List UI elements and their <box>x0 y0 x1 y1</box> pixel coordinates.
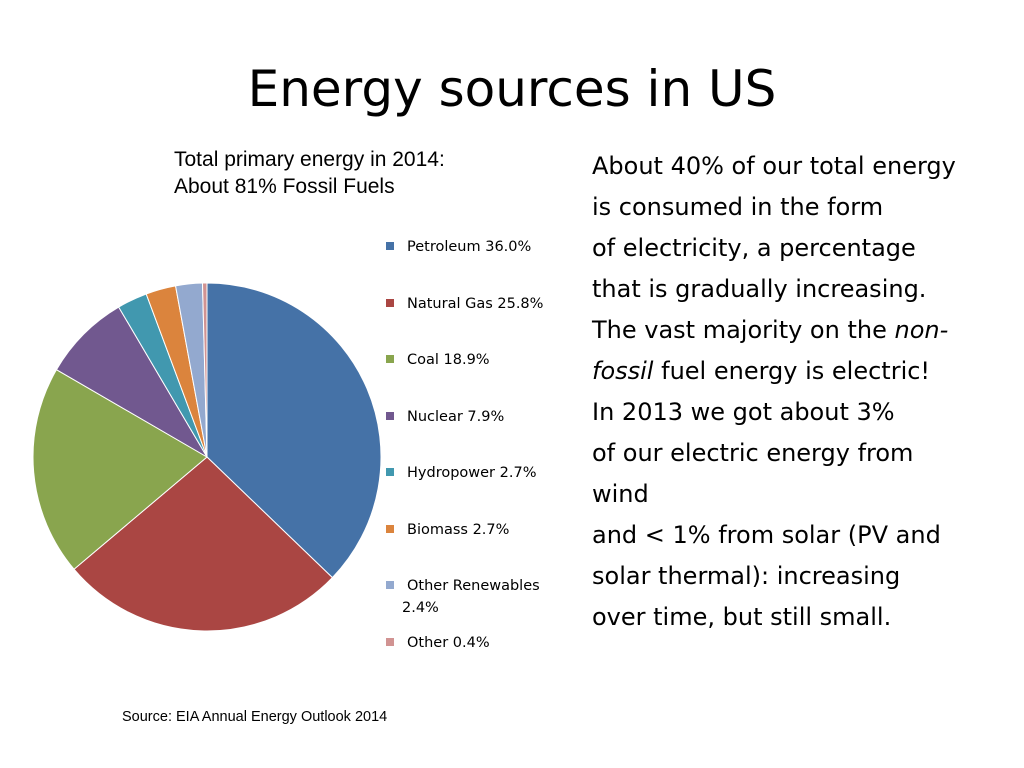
slide-title: Energy sources in US <box>247 60 777 118</box>
body-emphasis: non- <box>894 316 949 344</box>
body-line: that is gradually increasing. <box>592 275 927 303</box>
body-line: of electricity, a percentage <box>592 234 916 262</box>
legend-swatch-natural-gas <box>386 299 394 307</box>
body-line: fossil fuel energy is electric! <box>592 351 1017 392</box>
legend-swatch-other <box>386 638 394 646</box>
chart-subtitle: Total primary energy in 2014: About 81% … <box>174 146 445 200</box>
legend-item-petroleum: Petroleum 36.0% <box>386 236 576 258</box>
body-line: The vast majority on the non- <box>592 310 1017 351</box>
chart-subtitle-line-2: About 81% Fossil Fuels <box>174 175 395 198</box>
legend-label-petroleum: Petroleum 36.0% <box>407 239 532 255</box>
body-text: About 40% of our total energy is consume… <box>592 146 1017 638</box>
legend-item-other-renewables: Other Renewables 2.4% <box>386 575 576 619</box>
legend-item-hydropower: Hydropower 2.7% <box>386 462 576 484</box>
pie-chart <box>32 282 382 632</box>
pie-slice-natural-gas <box>73 456 334 632</box>
legend-swatch-nuclear <box>386 412 394 420</box>
legend-swatch-petroleum <box>386 242 394 250</box>
legend-label-biomass: Biomass 2.7% <box>407 522 510 538</box>
pie-slices <box>32 282 382 632</box>
legend-swatch-hydropower <box>386 468 394 476</box>
chart-subtitle-line-1: Total primary energy in 2014: <box>174 148 445 171</box>
legend-label-coal: Coal 18.9% <box>407 352 490 368</box>
legend-label-other-renewables-line-2: 2.4% <box>402 600 439 616</box>
legend-swatch-biomass <box>386 525 394 533</box>
legend-swatch-other-renewables <box>386 581 394 589</box>
legend-item-nuclear: Nuclear 7.9% <box>386 406 576 428</box>
pie-slice-other <box>201 282 208 458</box>
legend-label-nuclear: Nuclear 7.9% <box>407 409 505 425</box>
source-citation: Source: EIA Annual Energy Outlook 2014 <box>122 709 388 725</box>
legend-item-other: Other 0.4% <box>386 632 576 654</box>
pie-slice-coal <box>32 368 208 570</box>
body-line: wind <box>592 480 649 508</box>
legend-label-other: Other 0.4% <box>407 635 490 651</box>
legend-item-coal: Coal 18.9% <box>386 349 576 371</box>
body-line: solar thermal): increasing <box>592 562 901 590</box>
body-line: is consumed in the form <box>592 193 884 221</box>
body-line: and < 1% from solar (PV and <box>592 521 941 549</box>
legend-label-natural-gas: Natural Gas 25.8% <box>407 296 544 312</box>
legend-swatch-coal <box>386 355 394 363</box>
body-line: over time, but still small. <box>592 603 892 631</box>
legend-item-biomass: Biomass 2.7% <box>386 519 576 541</box>
legend-label-hydropower: Hydropower 2.7% <box>407 465 537 481</box>
body-text-segment: fuel energy is electric! <box>653 357 931 385</box>
pie-slice-petroleum <box>206 282 382 579</box>
body-line: of our electric energy from <box>592 439 914 467</box>
body-text-segment: The vast majority on the <box>592 316 895 344</box>
legend-item-natural-gas: Natural Gas 25.8% <box>386 293 576 315</box>
body-line: About 40% of our total energy <box>592 152 956 180</box>
pie-slice-nuclear <box>55 306 209 459</box>
body-emphasis: fossil <box>592 357 654 385</box>
legend-label-other-renewables: Other Renewables <box>407 578 540 594</box>
body-line: In 2013 we got about 3% <box>592 398 895 426</box>
